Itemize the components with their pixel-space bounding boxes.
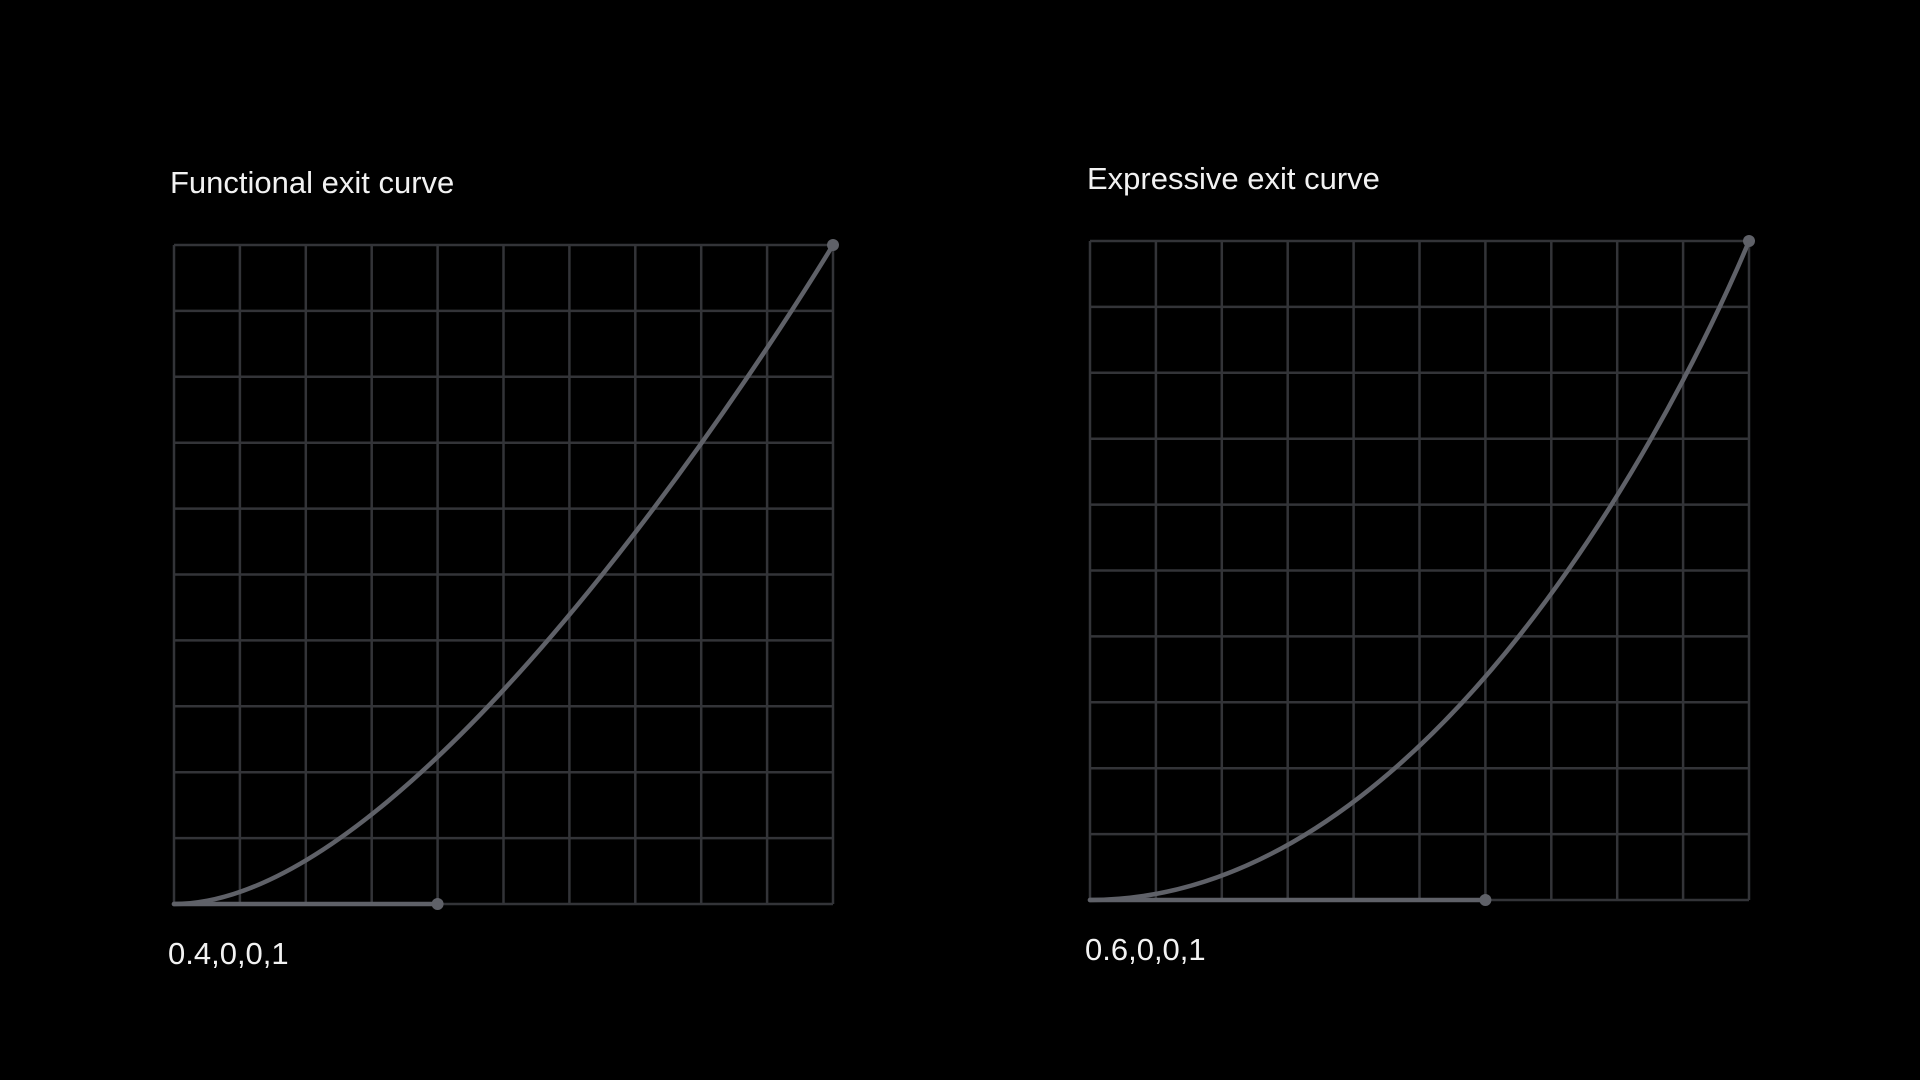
- end-point: [1743, 235, 1755, 247]
- curve-values: 0.4,0,0,1: [168, 936, 289, 971]
- handle-point: [1479, 894, 1492, 906]
- panel-title: Functional exit curve: [170, 165, 454, 200]
- panel-title: Expressive exit curve: [1087, 161, 1380, 196]
- curve-panel: Expressive exit curve 0.6,0,0,1: [1085, 161, 1755, 967]
- curve-values: 0.6,0,0,1: [1085, 932, 1206, 967]
- curve-panel: Functional exit curve 0.4,0,0,1: [168, 165, 839, 971]
- handle-point: [431, 898, 444, 910]
- end-point: [827, 239, 839, 251]
- grid: [1088, 239, 1751, 902]
- easing-curve: [1087, 238, 1752, 903]
- easing-curve: [171, 242, 836, 907]
- grid: [172, 243, 835, 906]
